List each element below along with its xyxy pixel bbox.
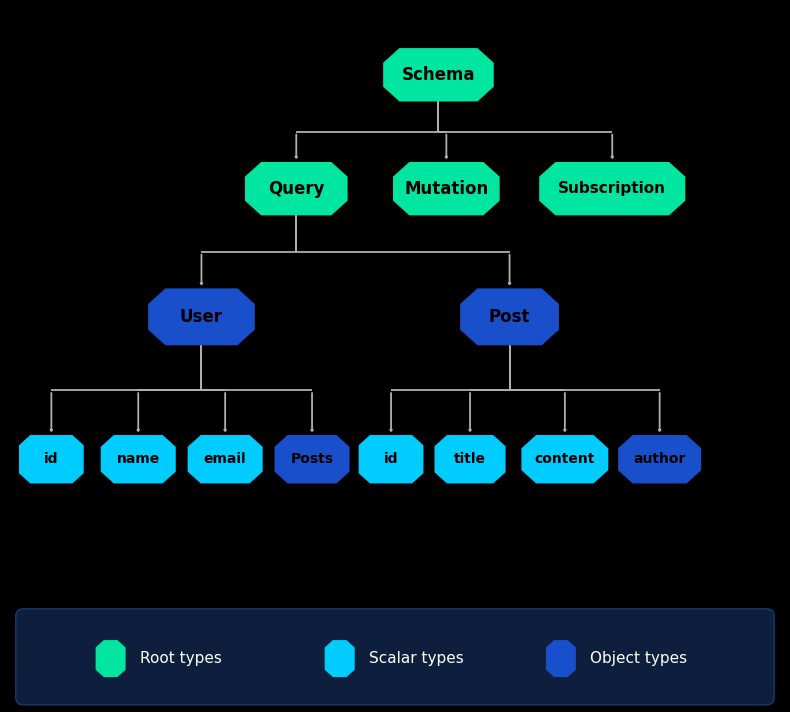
Text: Object types: Object types — [590, 651, 687, 666]
Polygon shape — [245, 162, 348, 215]
Polygon shape — [521, 435, 608, 483]
Polygon shape — [546, 640, 576, 677]
Polygon shape — [359, 435, 423, 483]
Text: author: author — [634, 452, 686, 466]
Text: Query: Query — [268, 179, 325, 198]
Text: Mutation: Mutation — [404, 179, 488, 198]
Polygon shape — [393, 162, 499, 215]
Polygon shape — [96, 640, 126, 677]
Text: User: User — [180, 308, 223, 326]
Text: id: id — [44, 452, 58, 466]
Text: title: title — [454, 452, 486, 466]
Text: Subscription: Subscription — [559, 181, 666, 197]
Text: id: id — [384, 452, 398, 466]
Polygon shape — [460, 288, 559, 345]
Text: Schema: Schema — [401, 66, 476, 84]
Polygon shape — [275, 435, 349, 483]
FancyBboxPatch shape — [16, 609, 774, 705]
Polygon shape — [188, 435, 262, 483]
Text: Post: Post — [489, 308, 530, 326]
Polygon shape — [618, 435, 702, 483]
Text: Posts: Posts — [291, 452, 333, 466]
Polygon shape — [539, 162, 686, 215]
Polygon shape — [149, 288, 254, 345]
Text: email: email — [204, 452, 246, 466]
Polygon shape — [435, 435, 506, 483]
Polygon shape — [383, 48, 494, 101]
Polygon shape — [101, 435, 175, 483]
Polygon shape — [19, 435, 84, 483]
Text: name: name — [117, 452, 160, 466]
Polygon shape — [325, 640, 355, 677]
Text: content: content — [535, 452, 595, 466]
Text: Root types: Root types — [140, 651, 222, 666]
Text: Scalar types: Scalar types — [369, 651, 464, 666]
